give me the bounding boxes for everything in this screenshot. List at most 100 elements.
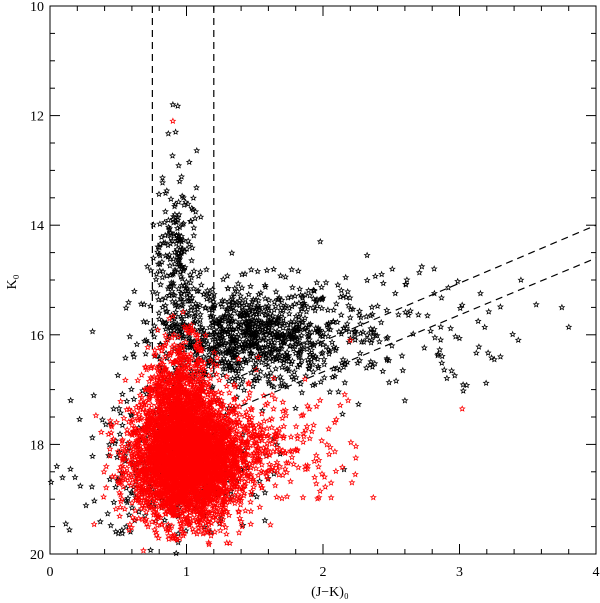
data-point — [150, 322, 158, 329]
data-point — [282, 273, 290, 280]
data-point — [283, 348, 291, 356]
data-point — [213, 340, 221, 347]
data-point — [227, 417, 235, 424]
data-point — [155, 190, 163, 198]
data-point — [223, 382, 231, 390]
data-point — [156, 260, 164, 268]
data-point — [214, 485, 223, 493]
data-point — [208, 502, 216, 509]
data-point — [179, 532, 187, 539]
data-point — [259, 335, 267, 343]
data-point — [318, 304, 326, 312]
data-point — [225, 358, 233, 366]
data-point — [173, 245, 181, 253]
data-point — [235, 528, 243, 536]
data-point — [168, 505, 175, 512]
data-point — [208, 384, 216, 392]
data-point — [363, 276, 371, 284]
data-point — [233, 427, 241, 434]
data-point — [141, 512, 149, 519]
data-point — [116, 503, 124, 511]
data-point — [244, 443, 252, 451]
data-point — [182, 278, 190, 285]
data-point — [207, 297, 214, 304]
data-point — [157, 491, 165, 499]
data-point — [179, 297, 187, 305]
data-point — [228, 317, 236, 324]
data-point — [167, 234, 175, 242]
data-point — [119, 483, 127, 490]
data-point — [302, 372, 310, 379]
data-point — [152, 463, 160, 470]
data-point — [362, 313, 370, 320]
data-point — [188, 294, 196, 301]
data-point — [100, 493, 108, 500]
data-point — [346, 334, 355, 342]
data-point — [76, 415, 84, 423]
data-point — [171, 320, 179, 328]
data-point — [229, 335, 237, 343]
data-point — [212, 516, 220, 523]
data-point — [438, 359, 446, 366]
data-point — [325, 346, 333, 353]
data-point — [272, 288, 280, 295]
data-point — [67, 396, 75, 404]
data-point — [125, 438, 134, 446]
data-point — [159, 318, 167, 325]
data-point — [291, 300, 299, 307]
data-point — [241, 296, 249, 303]
data-point — [174, 495, 182, 503]
data-point — [257, 318, 265, 325]
data-point — [454, 277, 462, 285]
data-point — [181, 474, 189, 482]
data-point — [166, 224, 174, 232]
data-point — [213, 501, 221, 509]
data-point — [329, 317, 337, 325]
data-point — [323, 321, 331, 328]
data-point — [149, 221, 157, 228]
data-point — [173, 320, 181, 327]
data-point — [165, 292, 173, 299]
data-point — [234, 383, 242, 391]
data-point — [216, 322, 223, 330]
data-point — [148, 327, 156, 334]
data-point — [193, 530, 201, 537]
data-point — [178, 173, 185, 180]
data-point — [277, 272, 285, 279]
data-point — [238, 522, 246, 530]
data-point — [145, 339, 153, 347]
data-point — [201, 304, 209, 312]
data-point — [313, 278, 321, 286]
data-point — [166, 262, 174, 269]
data-point — [267, 349, 275, 357]
data-point — [304, 355, 312, 363]
data-point — [339, 292, 347, 299]
data-point — [125, 479, 133, 486]
data-point — [340, 363, 348, 371]
data-point — [218, 489, 226, 497]
data-point — [143, 262, 151, 270]
data-point — [245, 342, 253, 349]
data-point — [176, 177, 184, 185]
data-point — [271, 298, 278, 305]
data-point — [171, 461, 179, 469]
data-point — [220, 354, 228, 362]
data-point — [234, 280, 242, 287]
data-point — [234, 474, 242, 482]
data-point — [154, 248, 161, 255]
data-point — [279, 382, 287, 389]
data-point — [137, 504, 146, 512]
data-point — [296, 360, 304, 368]
data-point — [352, 327, 359, 335]
data-point — [284, 294, 292, 301]
data-point — [305, 336, 313, 343]
data-point — [217, 349, 225, 357]
data-point — [190, 267, 198, 275]
data-point — [437, 336, 445, 343]
data-point — [228, 496, 237, 503]
data-point — [290, 317, 298, 325]
data-point — [90, 391, 98, 399]
data-point — [401, 397, 409, 404]
data-point — [143, 495, 151, 503]
data-point — [262, 358, 270, 365]
